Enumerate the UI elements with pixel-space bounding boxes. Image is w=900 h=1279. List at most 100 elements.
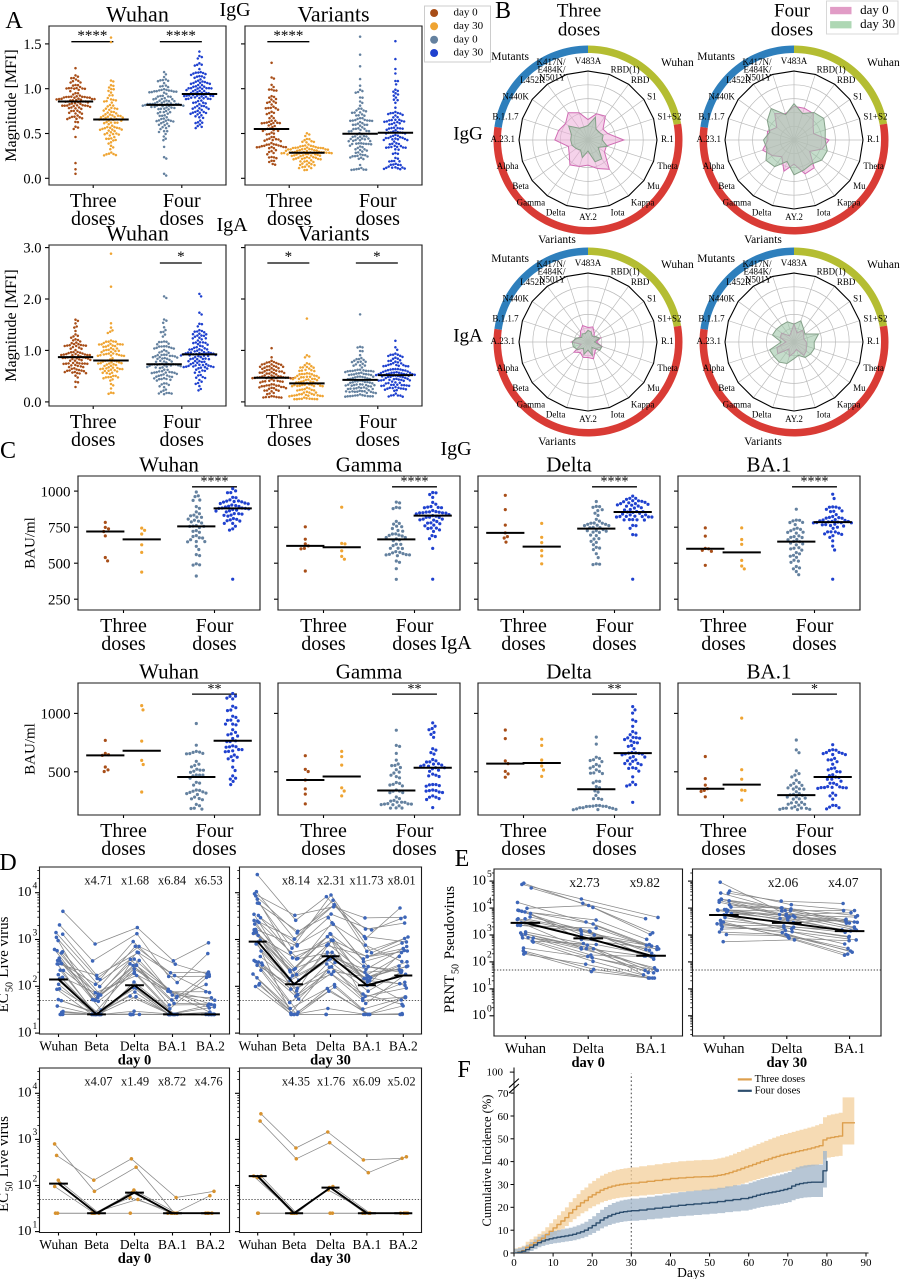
svg-text:x2.06: x2.06 bbox=[768, 875, 799, 890]
svg-text:V483A: V483A bbox=[781, 56, 808, 66]
svg-text:doses: doses bbox=[701, 838, 746, 860]
svg-text:x1.76: x1.76 bbox=[317, 1075, 345, 1089]
svg-text:N440K: N440K bbox=[708, 91, 735, 101]
svg-text:S1: S1 bbox=[853, 91, 863, 101]
svg-text:Variants: Variants bbox=[538, 234, 576, 246]
svg-text:10: 10 bbox=[18, 1086, 32, 1101]
svg-text:x11.73: x11.73 bbox=[350, 874, 384, 888]
svg-text:****: **** bbox=[601, 475, 629, 490]
svg-text:Four: Four bbox=[596, 820, 634, 842]
svg-text:doses: doses bbox=[392, 838, 437, 860]
svg-text:day 30: day 30 bbox=[454, 20, 484, 32]
svg-text:doses: doses bbox=[301, 633, 346, 655]
svg-text:****: **** bbox=[166, 28, 196, 44]
svg-text:IgA: IgA bbox=[216, 214, 248, 236]
svg-text:x4.35: x4.35 bbox=[282, 1075, 310, 1089]
svg-text:Three: Three bbox=[100, 820, 147, 842]
svg-text:****: **** bbox=[201, 475, 229, 490]
svg-text:60: 60 bbox=[498, 1111, 510, 1123]
svg-text:S1+S2: S1+S2 bbox=[657, 112, 681, 122]
svg-text:Wuhan: Wuhan bbox=[867, 57, 900, 69]
svg-text:0: 0 bbox=[503, 1248, 509, 1260]
svg-text:doses: doses bbox=[501, 838, 546, 860]
svg-text:Wuhan: Wuhan bbox=[238, 1237, 277, 1252]
svg-text:BA.1: BA.1 bbox=[834, 1041, 865, 1057]
svg-text:IgG: IgG bbox=[453, 124, 483, 145]
svg-text:K417N/: K417N/ bbox=[742, 57, 771, 67]
svg-text:Alpha: Alpha bbox=[497, 363, 519, 373]
svg-text:2.0: 2.0 bbox=[23, 292, 41, 308]
svg-text:F: F bbox=[457, 1057, 470, 1083]
svg-text:1: 1 bbox=[33, 1022, 38, 1032]
svg-text:S1+S2: S1+S2 bbox=[863, 314, 887, 324]
svg-text:A.23.1: A.23.1 bbox=[697, 134, 722, 144]
svg-text:Variants: Variants bbox=[744, 436, 782, 448]
svg-text:Wuhan: Wuhan bbox=[703, 1041, 745, 1057]
svg-text:Three: Three bbox=[266, 411, 313, 433]
svg-text:10: 10 bbox=[18, 1132, 32, 1147]
svg-text:Wuhan: Wuhan bbox=[505, 1041, 547, 1057]
svg-text:Four: Four bbox=[396, 820, 434, 842]
svg-text:BA.2: BA.2 bbox=[389, 1237, 418, 1252]
svg-text:L452R: L452R bbox=[520, 75, 545, 85]
svg-text:10: 10 bbox=[18, 1224, 32, 1239]
svg-text:Kappa: Kappa bbox=[631, 197, 655, 207]
svg-text:1.0: 1.0 bbox=[23, 82, 41, 98]
svg-text:x8.01: x8.01 bbox=[387, 874, 415, 888]
svg-text:Delta: Delta bbox=[546, 208, 566, 218]
svg-text:10: 10 bbox=[18, 932, 32, 947]
svg-text:Theta: Theta bbox=[863, 161, 884, 171]
svg-text:Four doses: Four doses bbox=[755, 1085, 801, 1096]
svg-text:50: 50 bbox=[450, 964, 461, 974]
svg-text:day 0: day 0 bbox=[118, 1052, 151, 1068]
svg-text:Delta: Delta bbox=[771, 1041, 803, 1057]
svg-text:Three: Three bbox=[700, 820, 747, 842]
svg-text:Beta: Beta bbox=[512, 383, 529, 393]
svg-text:Gamma: Gamma bbox=[336, 453, 403, 477]
svg-text:x4.07: x4.07 bbox=[828, 875, 859, 890]
svg-text:B.1.1.7: B.1.1.7 bbox=[698, 314, 725, 324]
svg-text:0.5: 0.5 bbox=[23, 127, 41, 143]
svg-text:day 30: day 30 bbox=[766, 1055, 807, 1071]
svg-text:Theta: Theta bbox=[657, 161, 678, 171]
svg-text:Beta: Beta bbox=[84, 1038, 109, 1053]
svg-text:S1: S1 bbox=[647, 293, 657, 303]
svg-text:**: ** bbox=[208, 682, 222, 697]
svg-text:20: 20 bbox=[498, 1202, 510, 1214]
svg-text:doses: doses bbox=[792, 633, 837, 655]
svg-text:RBD: RBD bbox=[837, 75, 856, 85]
svg-text:Iota: Iota bbox=[611, 208, 625, 218]
svg-text:Cumulative Incidence (%): Cumulative Incidence (%) bbox=[480, 1095, 494, 1227]
svg-text:70: 70 bbox=[782, 1257, 794, 1269]
svg-text:80: 80 bbox=[821, 1257, 833, 1269]
svg-text:E484K/: E484K/ bbox=[537, 65, 565, 75]
svg-text:4: 4 bbox=[487, 897, 492, 907]
svg-text:Three doses: Three doses bbox=[755, 1074, 805, 1085]
svg-text:A.23.1: A.23.1 bbox=[697, 336, 722, 346]
svg-text:1000: 1000 bbox=[41, 707, 71, 723]
svg-text:Magnitude [MFI]: Magnitude [MFI] bbox=[3, 269, 20, 381]
svg-text:Mu: Mu bbox=[647, 181, 660, 191]
svg-text:Four: Four bbox=[196, 820, 234, 842]
svg-text:*: * bbox=[285, 249, 293, 265]
svg-text:**: ** bbox=[408, 682, 422, 697]
svg-text:BA.1: BA.1 bbox=[747, 660, 792, 684]
svg-text:BA.1: BA.1 bbox=[636, 1041, 667, 1057]
svg-text:3.0: 3.0 bbox=[23, 241, 41, 257]
svg-text:10: 10 bbox=[472, 954, 486, 969]
svg-text:L452R: L452R bbox=[726, 277, 751, 287]
svg-text:Kappa: Kappa bbox=[631, 399, 655, 409]
svg-text:S1: S1 bbox=[647, 91, 657, 101]
svg-text:Wuhan: Wuhan bbox=[139, 453, 199, 477]
svg-text:4: 4 bbox=[33, 882, 38, 892]
svg-text:PRNT: PRNT bbox=[442, 975, 458, 1013]
svg-text:Four: Four bbox=[774, 1, 811, 22]
svg-text:Wuhan: Wuhan bbox=[238, 1038, 277, 1053]
svg-text:1: 1 bbox=[33, 1220, 38, 1230]
svg-text:RBD(1): RBD(1) bbox=[611, 65, 640, 75]
svg-text:Delta: Delta bbox=[120, 1038, 149, 1053]
svg-text:D: D bbox=[0, 850, 17, 876]
svg-text:x5.02: x5.02 bbox=[387, 1075, 415, 1089]
svg-text:doses: doses bbox=[101, 633, 146, 655]
svg-text:Delta: Delta bbox=[752, 208, 772, 218]
